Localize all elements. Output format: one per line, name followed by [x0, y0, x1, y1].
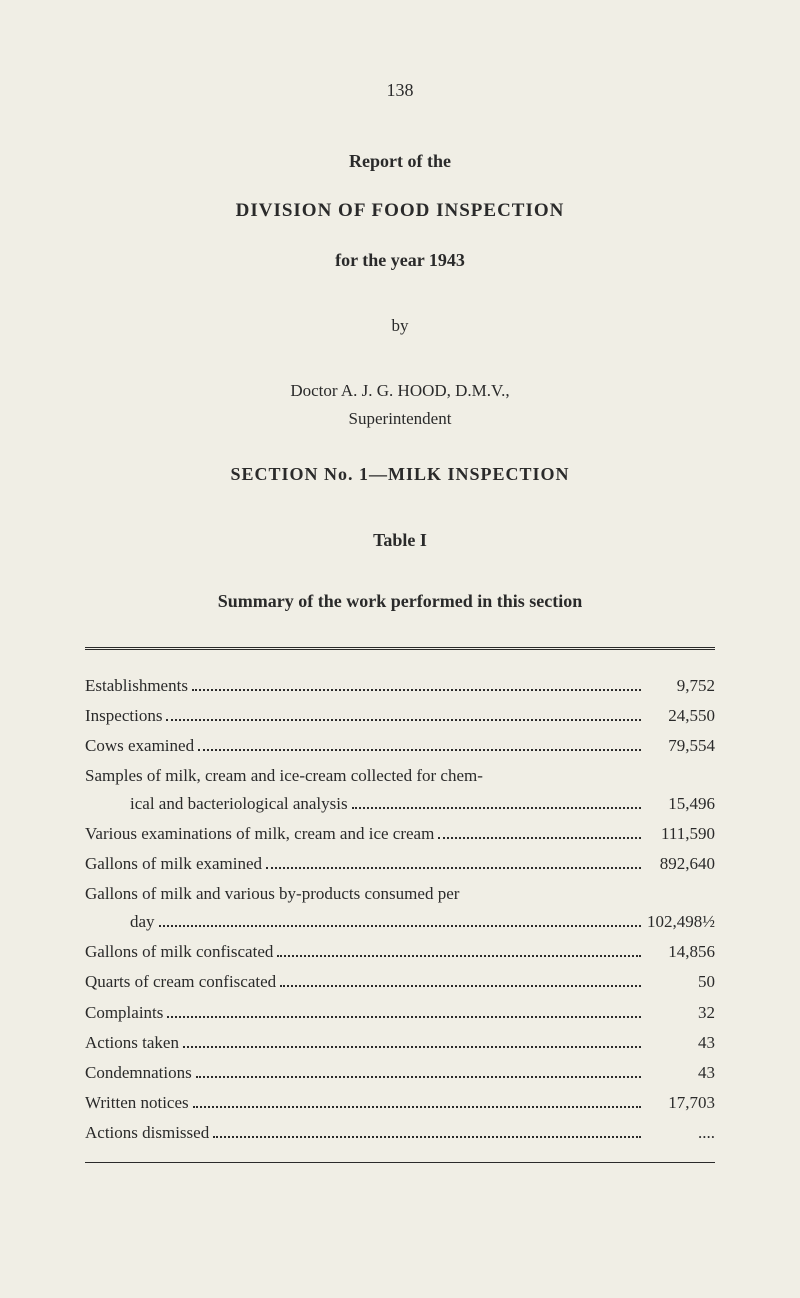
row-value: 14,856	[645, 938, 715, 966]
row-value: 892,640	[645, 850, 715, 878]
table-row: Various examinations of milk, cream and …	[85, 820, 715, 848]
document-page: 138 Report of the DIVISION OF FOOD INSPE…	[0, 0, 800, 1223]
row-label: Written notices	[85, 1089, 189, 1117]
table-title: Table I	[85, 530, 715, 551]
row-value: 15,496	[645, 790, 715, 818]
leader-dots	[192, 689, 641, 691]
author-line: Doctor A. J. G. HOOD, D.M.V.,	[85, 381, 715, 401]
leader-dots	[213, 1136, 641, 1138]
row-value: 43	[645, 1059, 715, 1087]
table-row: Actions dismissed....	[85, 1119, 715, 1147]
leader-dots	[352, 807, 641, 809]
leader-dots	[266, 867, 641, 869]
row-value: 111,590	[645, 820, 715, 848]
bottom-rule	[85, 1162, 715, 1163]
table-row: ical and bacteriological analysis 15,496	[85, 790, 715, 818]
report-heading: Report of the	[85, 151, 715, 172]
table-row: Gallons of milk confiscated 14,856	[85, 938, 715, 966]
table-row: Complaints 32	[85, 999, 715, 1027]
leader-dots	[183, 1046, 641, 1048]
leader-dots	[166, 719, 641, 721]
table-row: Quarts of cream confiscated 50	[85, 968, 715, 996]
table-row: Samples of milk, cream and ice-cream col…	[85, 762, 715, 790]
table-row: day 102,498½	[85, 908, 715, 936]
row-label: Actions dismissed	[85, 1119, 209, 1147]
table-row: Actions taken 43	[85, 1029, 715, 1057]
by-line: by	[85, 316, 715, 336]
division-heading: DIVISION OF FOOD INSPECTION	[85, 200, 715, 222]
row-value: ....	[645, 1119, 715, 1147]
row-value: 32	[645, 999, 715, 1027]
row-value: 17,703	[645, 1089, 715, 1117]
leader-dots	[280, 985, 641, 987]
row-value: 9,752	[645, 672, 715, 700]
leader-dots	[167, 1016, 641, 1018]
table-row: Written notices 17,703	[85, 1089, 715, 1117]
table-row: Establishments 9,752	[85, 672, 715, 700]
row-label: Inspections	[85, 702, 162, 730]
row-label: Samples of milk, cream and ice-cream col…	[85, 762, 483, 790]
row-label: Gallons of milk confiscated	[85, 938, 273, 966]
row-label: Actions taken	[85, 1029, 179, 1057]
row-value: 50	[645, 968, 715, 996]
year-heading: for the year 1943	[85, 250, 715, 271]
leader-dots	[277, 955, 641, 957]
top-rule	[85, 647, 715, 650]
row-label: Gallons of milk and various by-products …	[85, 880, 459, 908]
section-heading: SECTION No. 1—MILK INSPECTION	[85, 464, 715, 485]
row-label: Cows examined	[85, 732, 194, 760]
row-label: Various examinations of milk, cream and …	[85, 820, 434, 848]
leader-dots	[193, 1106, 641, 1108]
leader-dots	[159, 925, 641, 927]
row-label: Gallons of milk examined	[85, 850, 262, 878]
row-value: 79,554	[645, 732, 715, 760]
row-label: Condemnations	[85, 1059, 192, 1087]
summary-table: Establishments9,752Inspections24,550Cows…	[85, 672, 715, 1147]
table-row: Inspections 24,550	[85, 702, 715, 730]
summary-heading: Summary of the work performed in this se…	[85, 591, 715, 612]
page-number: 138	[85, 80, 715, 101]
row-value: 102,498½	[645, 908, 715, 936]
leader-dots	[198, 749, 641, 751]
row-label: Establishments	[85, 672, 188, 700]
table-row: Gallons of milk examined 892,640	[85, 850, 715, 878]
row-value: 43	[645, 1029, 715, 1057]
row-label: ical and bacteriological analysis	[85, 790, 348, 818]
row-label: day	[85, 908, 155, 936]
table-row: Gallons of milk and various by-products …	[85, 880, 715, 908]
row-label: Complaints	[85, 999, 163, 1027]
table-row: Condemnations 43	[85, 1059, 715, 1087]
role-line: Superintendent	[85, 409, 715, 429]
row-value: 24,550	[645, 702, 715, 730]
leader-dots	[438, 837, 641, 839]
leader-dots	[196, 1076, 641, 1078]
row-label: Quarts of cream confiscated	[85, 968, 276, 996]
table-row: Cows examined 79,554	[85, 732, 715, 760]
